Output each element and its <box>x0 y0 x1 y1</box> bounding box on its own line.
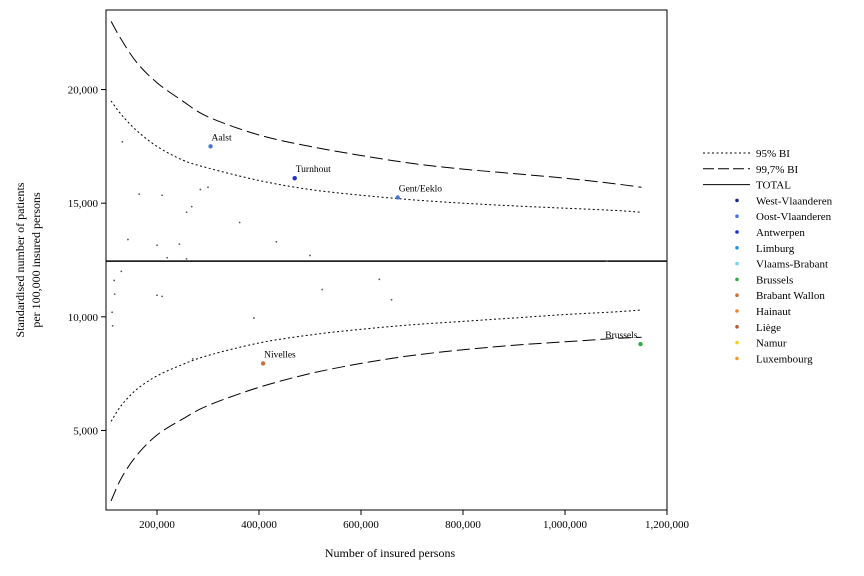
point-aalst <box>208 144 213 149</box>
data-point <box>120 270 123 273</box>
legend-brabant-wallon-label: Brabant Wallon <box>756 290 825 302</box>
x-axis-title: Number of insured persons <box>325 546 456 560</box>
data-point <box>185 211 188 214</box>
point-gent-eeklo <box>395 195 400 200</box>
data-point <box>378 278 381 281</box>
data-points <box>111 140 643 366</box>
data-point <box>191 357 194 360</box>
legend-oost-vlaanderen-marker <box>735 214 739 218</box>
x-tick-label: 1,200,000 <box>645 519 690 531</box>
legend-namur-marker <box>735 340 739 345</box>
point-label: Aalst <box>212 133 232 143</box>
legend-brussels-label: Brussels <box>756 274 793 286</box>
point-labels: Aalst Turnhout Gent/Eeklo Nivelles Brussels <box>212 133 638 360</box>
point-nivelles <box>260 361 266 366</box>
x-tick-label: 600,000 <box>343 519 379 531</box>
band-997-upper <box>110 21 642 188</box>
y-tick-label: 20,000 <box>68 85 99 97</box>
data-point <box>185 257 188 260</box>
point-label: Gent/Eeklo <box>399 185 443 195</box>
data-point <box>111 325 114 327</box>
x-tick-label: 1,000,000 <box>543 519 588 531</box>
band-95-upper <box>110 100 642 213</box>
legend-west-vlaanderen-marker <box>735 198 739 203</box>
legend-west-vlaanderen-label: West-Vlaanderen <box>756 195 833 207</box>
data-point <box>161 295 164 298</box>
data-point <box>178 243 181 245</box>
legend-hainaut-label: Hainaut <box>756 306 791 318</box>
data-point <box>275 240 278 243</box>
data-point <box>605 260 608 263</box>
x-tick-label: 800,000 <box>445 519 481 531</box>
point-turnhout <box>292 175 297 181</box>
x-tick-label: 200,000 <box>139 519 175 531</box>
band-95-lower <box>110 309 642 422</box>
confidence-bands <box>110 21 642 502</box>
data-point <box>111 311 114 314</box>
y-tick-label: 15,000 <box>68 198 99 210</box>
legend-vlaams-brabant-label: Vlaams-Brabant <box>756 259 828 271</box>
legend-antwerpen-label: Antwerpen <box>756 227 805 239</box>
x-axis: 200,000 400,000 600,000 800,000 1,000,000 1,2… <box>139 510 690 531</box>
data-point <box>156 244 158 247</box>
point-label: Brussels <box>605 331 638 341</box>
data-point <box>156 294 158 297</box>
legend-luxembourg-label: Luxembourg <box>756 353 813 365</box>
data-point <box>113 279 116 282</box>
legend-total-label: TOTAL <box>756 180 791 192</box>
point-brussels <box>638 341 643 347</box>
legend-brabant-wallon-marker <box>735 293 739 298</box>
data-point <box>321 288 324 291</box>
legend-99-7-bi-label: 99,7% BI <box>756 164 799 176</box>
data-point <box>161 194 164 197</box>
legend-limburg-label: Limburg <box>756 243 795 255</box>
data-point <box>253 317 255 319</box>
y-axis-title-line-1: Standardised number of patients <box>13 182 27 337</box>
legend-li-ge-marker <box>735 325 739 329</box>
data-point <box>309 254 311 257</box>
y-axis: 5,000 10,000 15,000 20,000 <box>68 85 106 437</box>
legend-vlaams-brabant-marker <box>735 261 739 266</box>
legend-limburg-marker <box>735 246 739 250</box>
data-point <box>390 298 393 301</box>
data-point <box>207 186 209 189</box>
y-tick-label: 10,000 <box>68 312 99 324</box>
data-point <box>113 293 116 295</box>
data-point <box>138 193 141 195</box>
legend-antwerpen-marker <box>735 230 739 234</box>
legend-brussels-marker <box>735 277 739 282</box>
y-axis-title-line-2: per 100,000 insured persons <box>29 192 43 328</box>
legend-hainaut-marker <box>735 309 739 313</box>
data-point <box>127 238 129 241</box>
data-point <box>121 140 124 143</box>
x-tick-label: 400,000 <box>241 519 277 531</box>
legend: 95% BI 99,7% BI TOTAL West-Vlaanderen Oost-V… <box>703 148 833 365</box>
data-point <box>238 221 241 224</box>
legend-luxembourg-marker <box>735 356 739 361</box>
legend-li-ge-label: Liège <box>756 322 781 334</box>
band-997-lower <box>110 336 642 502</box>
legend-oost-vlaanderen-label: Oost-Vlaanderen <box>756 211 832 223</box>
plot-frame <box>105 9 668 511</box>
point-label: Turnhout <box>296 165 331 175</box>
y-tick-label: 5,000 <box>73 425 98 437</box>
y-axis-title: Standardised number of patients per 100,… <box>13 182 43 337</box>
data-point <box>166 256 169 259</box>
point-label: Nivelles <box>264 350 296 360</box>
legend-95-bi-label: 95% BI <box>756 148 790 160</box>
legend-namur-label: Namur <box>756 338 787 350</box>
data-point <box>190 205 193 208</box>
data-point <box>199 188 202 191</box>
